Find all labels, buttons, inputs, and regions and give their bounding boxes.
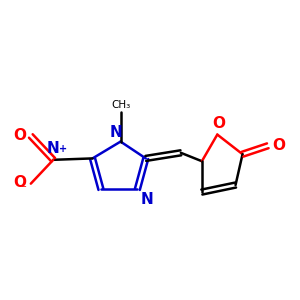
Text: CH₃: CH₃	[111, 100, 130, 110]
Text: ⁻: ⁻	[20, 184, 26, 194]
Text: O: O	[212, 116, 225, 131]
Text: N: N	[110, 125, 123, 140]
Text: +: +	[59, 144, 68, 154]
Text: O: O	[272, 138, 285, 153]
Text: O: O	[13, 175, 26, 190]
Text: N: N	[47, 141, 60, 156]
Text: N: N	[140, 191, 153, 206]
Text: O: O	[13, 128, 26, 143]
